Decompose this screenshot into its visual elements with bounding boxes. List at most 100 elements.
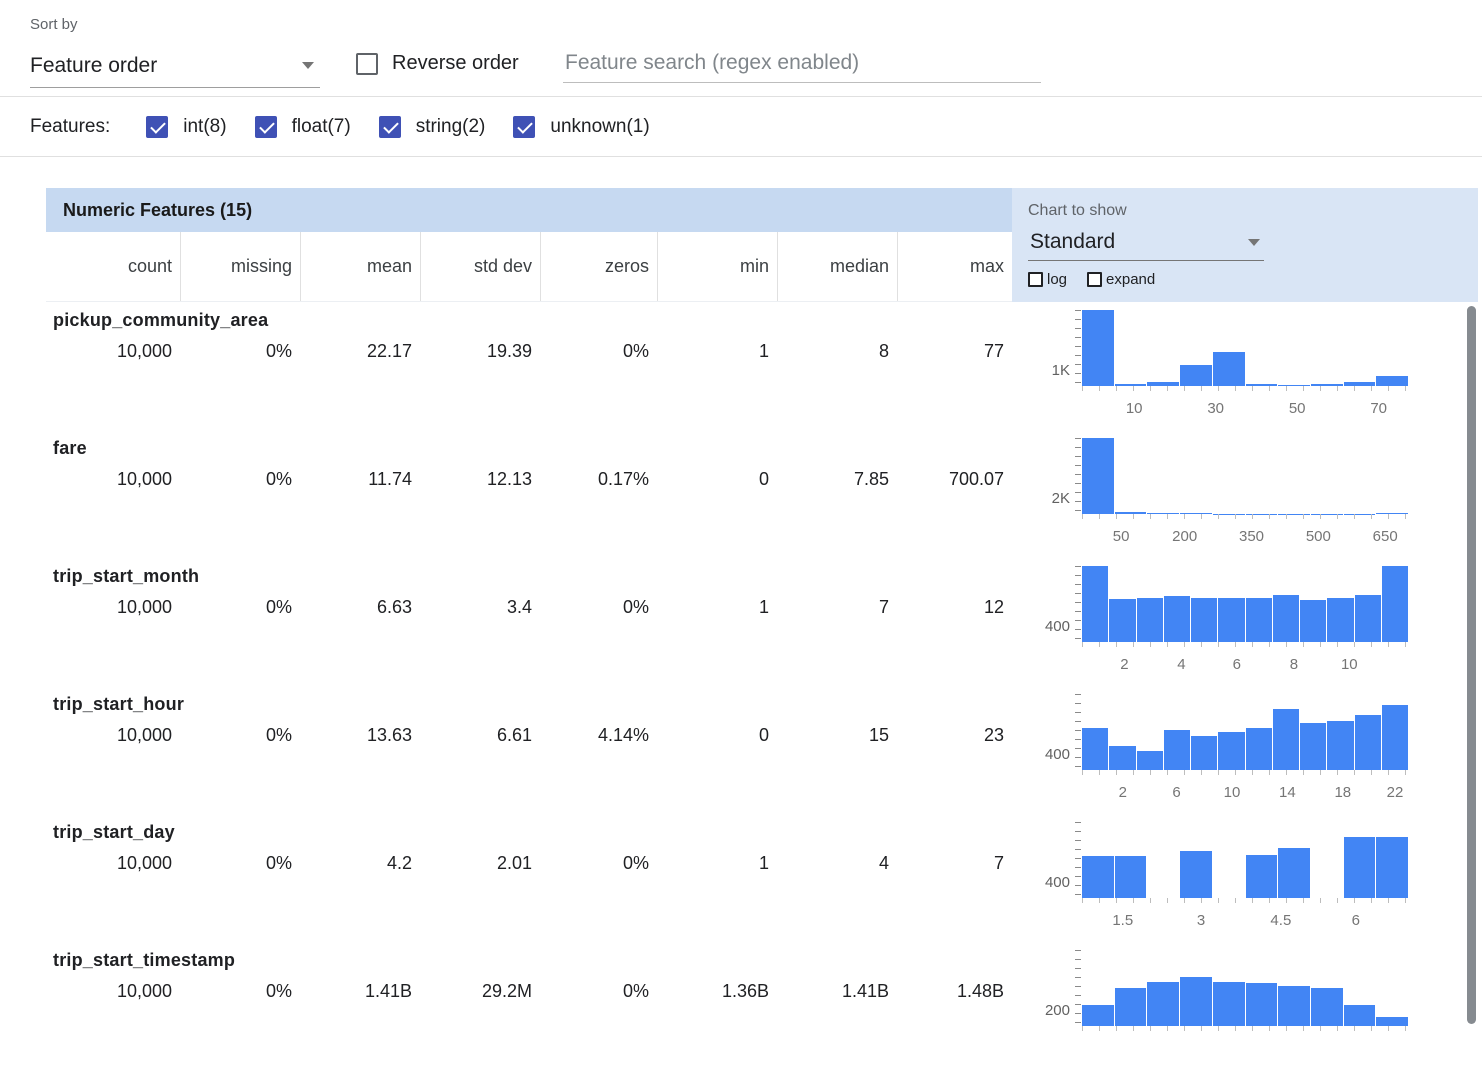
stat-min: 1.36B — [657, 981, 777, 1002]
stat-max: 700.07 — [897, 469, 1012, 490]
stat-count: 10,000 — [46, 853, 180, 874]
x-tick-label: 6 — [1172, 784, 1180, 801]
stat-max: 1.48B — [897, 981, 1012, 1002]
stat-count: 10,000 — [46, 725, 180, 746]
histogram-bar — [1109, 599, 1135, 642]
x-axis-ticks — [1082, 386, 1408, 391]
stat-count: 10,000 — [46, 981, 180, 1002]
x-tick-label: 6 — [1352, 912, 1360, 929]
histogram-bar — [1382, 566, 1408, 642]
histogram-bar — [1344, 1005, 1376, 1026]
histogram-bar — [1273, 709, 1299, 770]
histogram-bar — [1180, 851, 1212, 898]
chevron-down-icon — [302, 62, 314, 69]
log-label: log — [1047, 271, 1067, 288]
filter-checkbox[interactable] — [146, 116, 168, 138]
feature-name: fare — [46, 438, 1012, 459]
filter-int[interactable]: int(8) — [146, 116, 226, 138]
x-tick-label: 10 — [1224, 784, 1241, 801]
table-title: Numeric Features (15) — [46, 188, 1012, 232]
stat-mean: 1.41B — [300, 981, 420, 1002]
reverse-order-control[interactable]: Reverse order — [356, 52, 519, 75]
expand-toggle[interactable]: expand — [1087, 271, 1155, 288]
filter-label: string(2) — [416, 116, 486, 138]
toolbar: Sort by Feature order Reverse order — [0, 0, 1482, 97]
filter-float[interactable]: float(7) — [255, 116, 351, 138]
x-axis-ticks — [1082, 1026, 1408, 1031]
filter-unknown[interactable]: unknown(1) — [513, 116, 649, 138]
sort-by-value: Feature order — [30, 54, 157, 78]
histogram-bar — [1218, 732, 1244, 770]
stat-zeros: 0.17% — [540, 469, 657, 490]
histogram-bar — [1180, 977, 1212, 1026]
features-label: Features: — [30, 116, 110, 138]
histogram-bars — [1082, 310, 1408, 386]
stat-missing: 0% — [180, 853, 300, 874]
y-axis-label: 400 — [1012, 746, 1070, 763]
sort-by-label: Sort by — [30, 16, 78, 33]
feature-name: trip_start_day — [46, 822, 1012, 843]
reverse-order-checkbox[interactable] — [356, 53, 378, 75]
stat-max: 12 — [897, 597, 1012, 618]
chart-type-select[interactable]: Standard — [1028, 228, 1264, 261]
histogram-bar — [1311, 988, 1343, 1026]
sort-by-select[interactable]: Feature order — [30, 44, 320, 88]
stat-median: 7 — [777, 597, 897, 618]
filter-checkbox[interactable] — [513, 116, 535, 138]
histogram-bar — [1082, 566, 1108, 642]
features-filter-bar: Features: int(8) float(7) string(2) unknown… — [0, 97, 1482, 157]
stat-mean: 22.17 — [300, 341, 420, 362]
histogram-bar — [1246, 983, 1278, 1026]
stat-missing: 0% — [180, 725, 300, 746]
log-toggle[interactable]: log — [1028, 271, 1067, 288]
stat-std-dev: 2.01 — [420, 853, 540, 874]
histogram-bars — [1082, 438, 1408, 514]
x-tick-label: 650 — [1373, 528, 1398, 545]
vertical-scrollbar[interactable] — [1467, 306, 1476, 1024]
y-axis-ticks — [1075, 310, 1081, 386]
histogram-bar — [1082, 856, 1114, 898]
stat-median: 1.41B — [777, 981, 897, 1002]
histogram-bar — [1300, 600, 1326, 642]
histogram-bar — [1191, 598, 1217, 642]
column-header-std-dev: std dev — [420, 232, 540, 301]
histogram-bar — [1082, 1005, 1114, 1026]
histogram-bar — [1278, 848, 1310, 898]
x-axis-labels: 1.5 3 4.5 6 — [1082, 912, 1408, 932]
x-tick-label: 4.5 — [1270, 912, 1291, 929]
x-tick-label: 70 — [1370, 400, 1387, 417]
histogram-bar — [1327, 598, 1353, 642]
x-tick-label: 3 — [1197, 912, 1205, 929]
x-tick-label: 22 — [1387, 784, 1404, 801]
stat-zeros: 0% — [540, 597, 657, 618]
stat-median: 8 — [777, 341, 897, 362]
stat-median: 7.85 — [777, 469, 897, 490]
filter-string[interactable]: string(2) — [379, 116, 486, 138]
log-checkbox[interactable] — [1028, 272, 1043, 287]
filter-checkbox[interactable] — [255, 116, 277, 138]
x-tick-label: 1.5 — [1112, 912, 1133, 929]
stat-std-dev: 3.4 — [420, 597, 540, 618]
feature-type-filters: int(8) float(7) string(2) unknown(1) — [146, 116, 649, 138]
expand-checkbox[interactable] — [1087, 272, 1102, 287]
y-axis-ticks — [1075, 694, 1081, 770]
filter-checkbox[interactable] — [379, 116, 401, 138]
x-axis-ticks — [1082, 642, 1408, 647]
histogram-bar — [1273, 595, 1299, 642]
column-header-zeros: zeros — [540, 232, 657, 301]
x-tick-label: 350 — [1239, 528, 1264, 545]
feature-search-input[interactable] — [563, 44, 1041, 83]
